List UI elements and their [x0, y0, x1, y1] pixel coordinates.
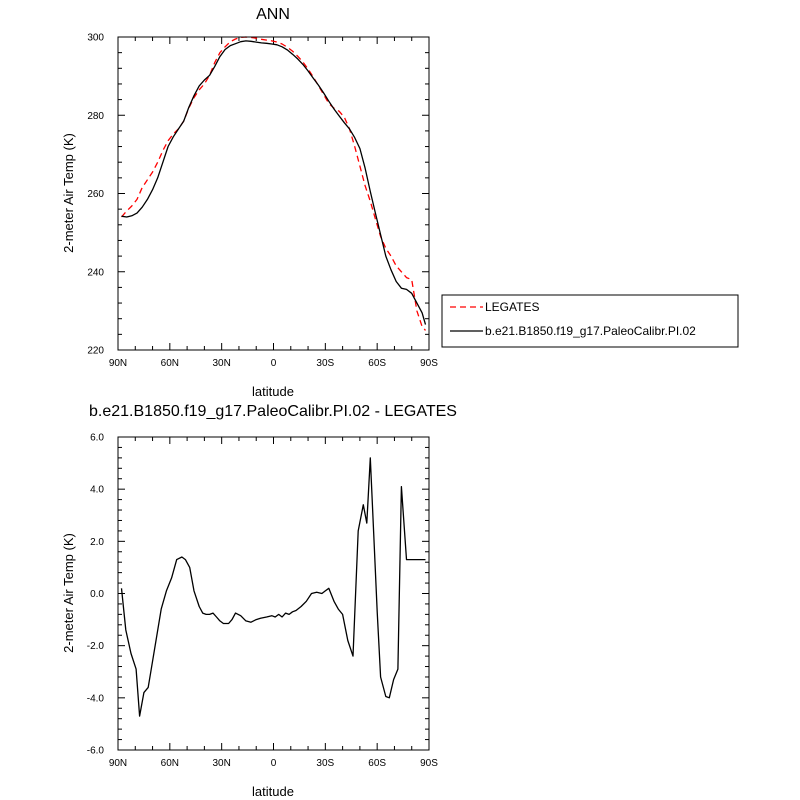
top-x-tick-label: 60S [368, 358, 386, 369]
bottom-y-axis-label: 2-meter Air Temp (K) [61, 533, 76, 653]
top-x-tick-label: 60N [161, 358, 179, 369]
top-x-tick-label: 90N [109, 358, 127, 369]
top-legend-box [441, 294, 739, 348]
bottom-plot-frame [117, 436, 430, 751]
bottom-y-tick-label: 2.0 [90, 537, 104, 548]
top-legend: LEGATES b.e21.B1850.f19_g17.PaleoCalibr.… [441, 294, 739, 348]
bottom-x-tick-label: 90N [109, 758, 127, 769]
bottom-y-tick-label: -2.0 [87, 641, 105, 652]
bottom-y-tick-label: 0.0 [90, 589, 104, 600]
top-y-axis-label: 2-meter Air Temp (K) [61, 133, 76, 253]
bottom-panel: b.e21.B1850.f19_g17.PaleoCalibr.PI.02 - … [61, 403, 457, 799]
top-y-tick-label: 240 [87, 267, 104, 278]
bottom-x-tick-label: 30S [316, 758, 334, 769]
bottom-chart-title: b.e21.B1850.f19_g17.PaleoCalibr.PI.02 - … [89, 403, 457, 420]
legend-label-legates: LEGATES [485, 300, 539, 314]
bottom-x-tick-label: 90S [420, 758, 438, 769]
top-chart-title: ANN [256, 6, 290, 23]
top-series-line-1 [121, 40, 427, 325]
top-plot-frame [117, 36, 430, 351]
top-series-line-0 [121, 36, 426, 331]
bottom-x-tick-label: 60N [161, 758, 179, 769]
top-x-tick-label: 90S [420, 358, 438, 369]
bottom-plot-area: 90N 60N 30N 0 30S 60S 90S -6.0 -4.0 -2.0 0.0 2.0 4.0… [87, 433, 438, 770]
bottom-y-tick-label: 4.0 [90, 485, 104, 496]
top-x-tick-label: 30N [212, 358, 230, 369]
top-x-axis-label: latitude [252, 384, 294, 399]
top-y-tick-label: 260 [87, 189, 104, 200]
top-y-tick-label: 280 [87, 111, 104, 122]
top-x-tick-label: 0 [271, 358, 277, 369]
top-plot-area: 90N 60N 30N 0 30S 60S 90S 220 240 260 280 300 [87, 33, 438, 370]
bottom-x-tick-label: 30N [212, 758, 230, 769]
bottom-y-tick-label: -6.0 [87, 746, 105, 757]
bottom-x-tick-label: 60S [368, 758, 386, 769]
top-y-tick-label: 300 [87, 33, 104, 44]
bottom-y-tick-label: -4.0 [87, 693, 105, 704]
legend-label-model: b.e21.B1850.f19_g17.PaleoCalibr.PI.02 [485, 324, 696, 338]
bottom-y-tick-label: 6.0 [90, 433, 104, 444]
top-y-tick-label: 220 [87, 346, 104, 357]
bottom-series-line-0 [120, 457, 426, 717]
top-x-tick-label: 30S [316, 358, 334, 369]
bottom-x-axis-label: latitude [252, 784, 294, 799]
bottom-x-tick-label: 0 [271, 758, 277, 769]
top-panel: ANN 90N 60N 30N 0 30S 60S 90S 220 240 260 280 300 l… [61, 6, 739, 399]
